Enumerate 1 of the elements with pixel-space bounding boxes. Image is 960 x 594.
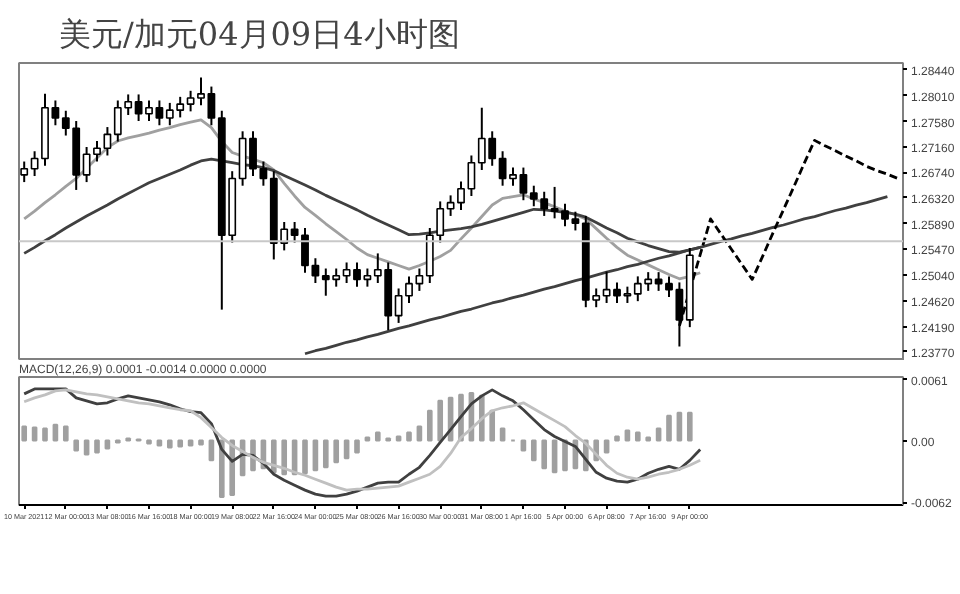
chart-title: 美元/加元04月09日4小时图 [59, 15, 460, 53]
